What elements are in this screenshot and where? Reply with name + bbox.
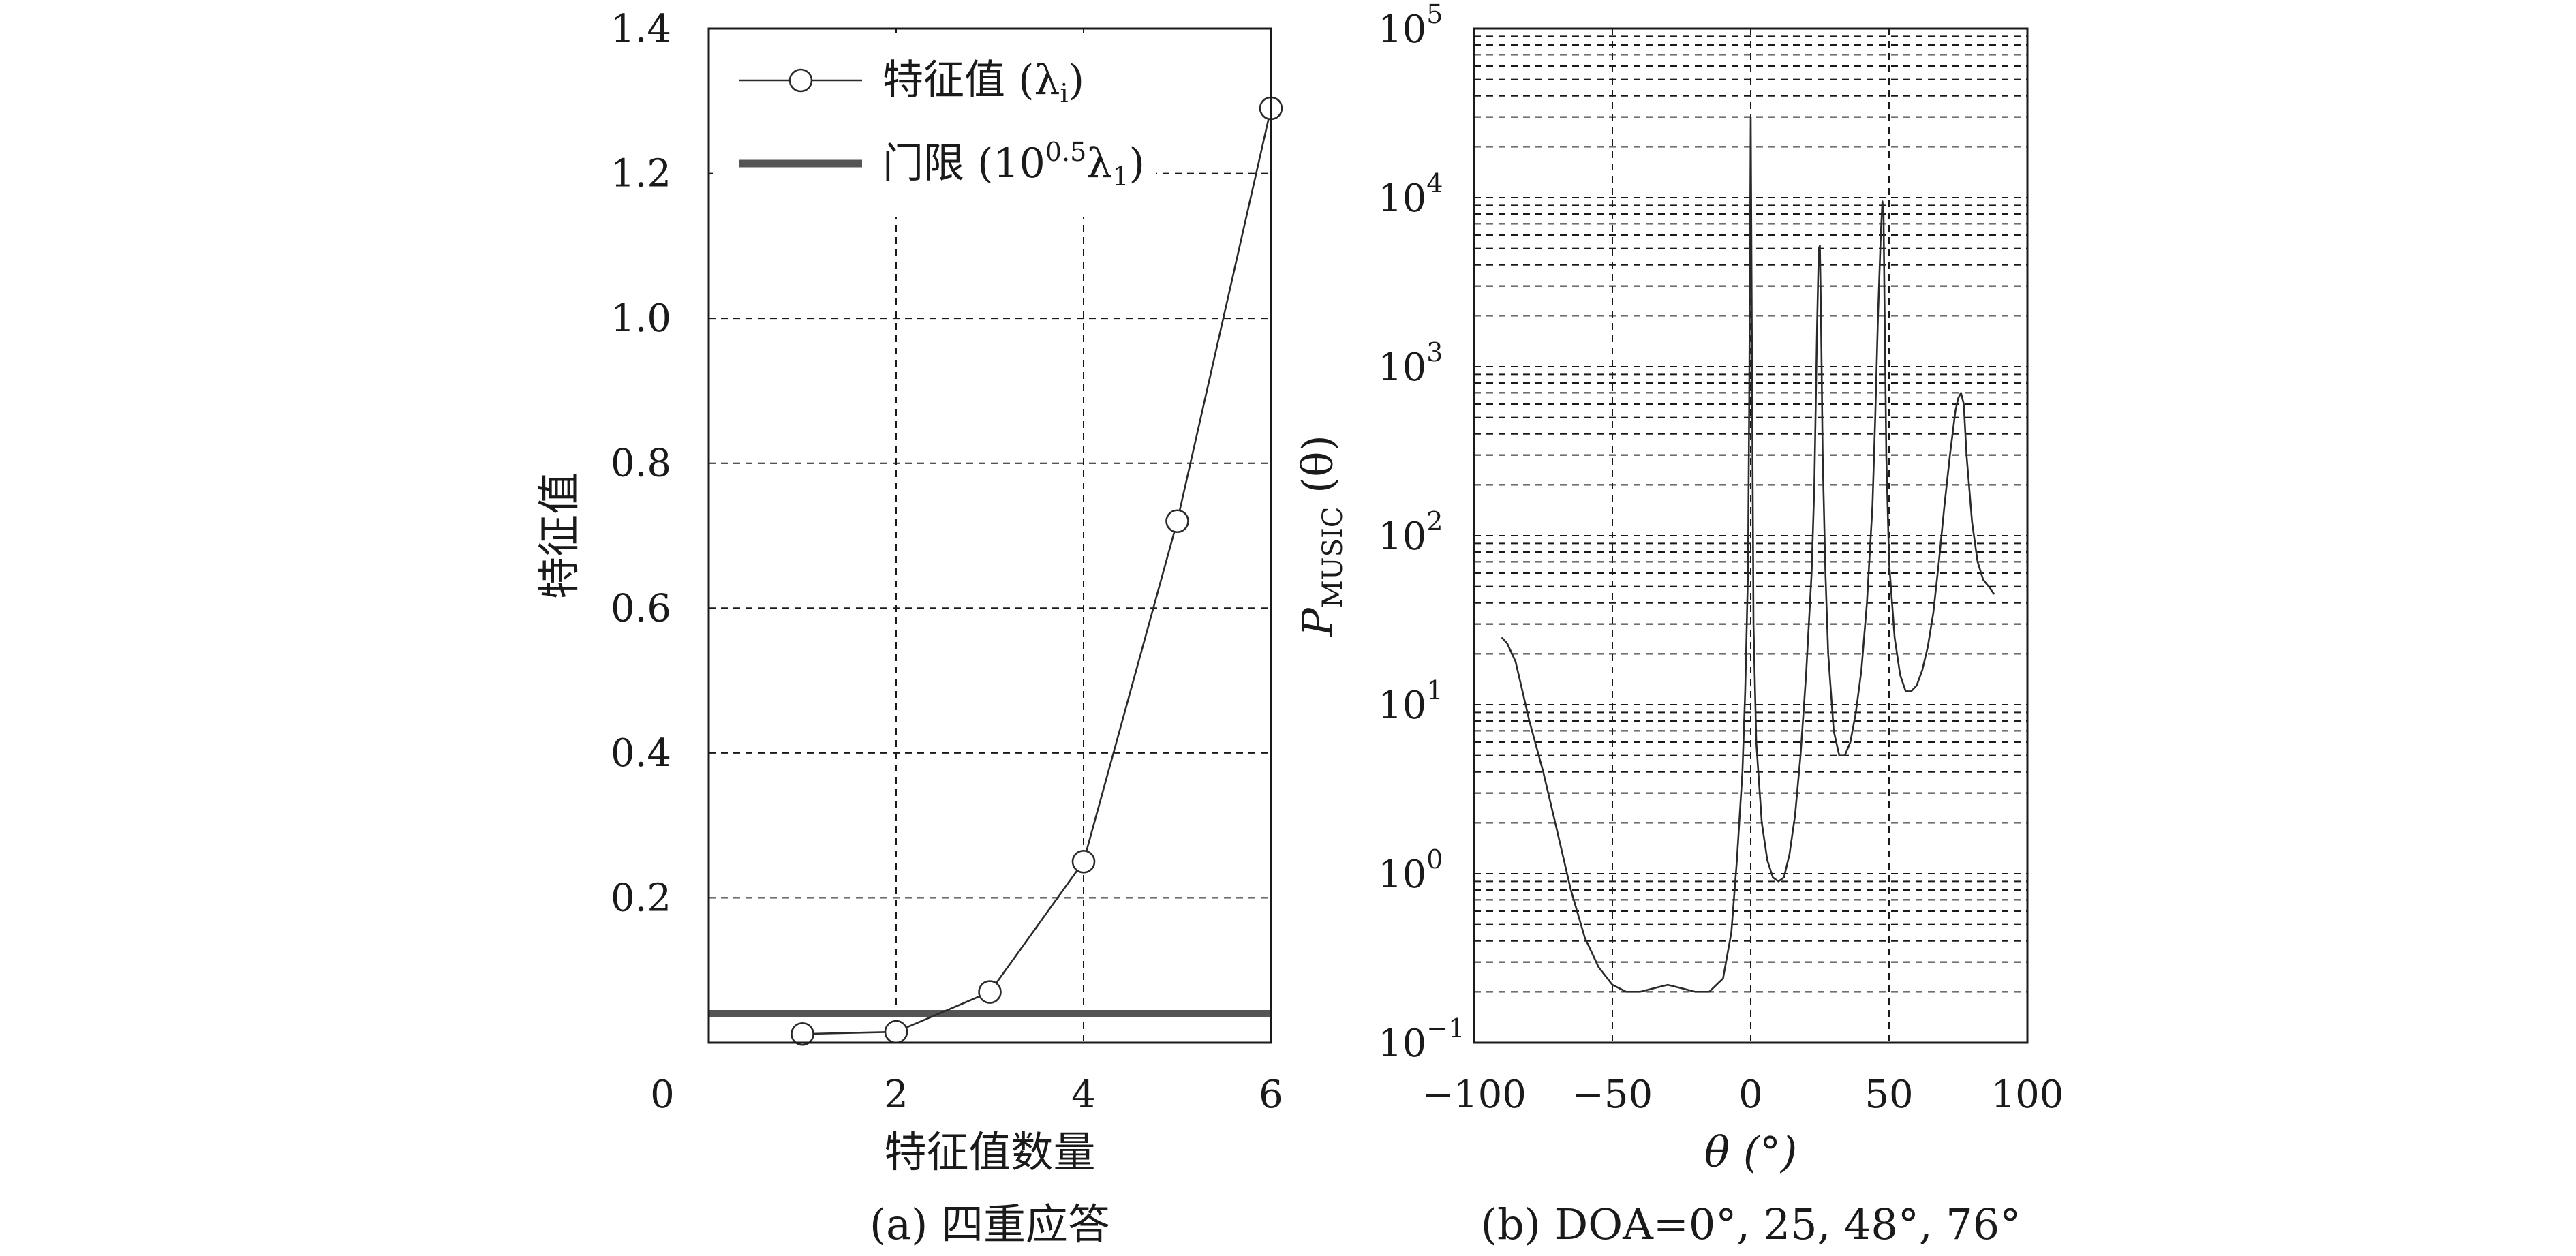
legend-text-middle: λ xyxy=(1086,140,1112,187)
tick-exponent: 2 xyxy=(1426,506,1443,536)
panel-b-x-tick-label: 0 xyxy=(1738,1073,1763,1117)
panel-a-eigenvalue-line xyxy=(802,108,1272,1035)
panel-a-eigenvalue-marker xyxy=(1165,509,1189,534)
panel-b-x-tick-labels: −100 −50 0 50 100 xyxy=(1422,1073,2064,1117)
panel-a-legend-background xyxy=(713,33,1156,217)
panel-a-legend-label-threshold: 门限 (100.5λ1) xyxy=(883,137,1145,192)
panel-a-y-tick-label: 1.2 xyxy=(611,152,671,196)
panel-b-y-tick-label: 10−1 xyxy=(1378,1013,1465,1066)
panel-a-y-tick-label: 0.4 xyxy=(611,731,671,776)
ylabel-main: P xyxy=(1293,607,1343,637)
panel-a-y-tick-labels: 0.2 0.4 0.6 0.8 1.0 1.2 1.4 xyxy=(611,7,671,920)
panel-a-y-tick-label: 0.6 xyxy=(611,586,671,630)
panel-b-x-tick-label: −100 xyxy=(1422,1073,1527,1117)
tick-base: 10 xyxy=(1378,7,1426,52)
tick-base: 10 xyxy=(1378,346,1426,390)
panel-a-y-tick-label: 1.4 xyxy=(611,7,671,51)
tick-base: 10 xyxy=(1378,515,1426,559)
panel-b-x-tick-label: 100 xyxy=(1991,1073,2064,1117)
legend-text-tail: ) xyxy=(1069,57,1084,104)
tick-exponent: 4 xyxy=(1426,168,1443,198)
panel-b-y-tick-label: 103 xyxy=(1378,337,1443,390)
legend-text-superscript: 0.5 xyxy=(1045,137,1086,167)
ylabel-tail: (θ) xyxy=(1293,435,1343,506)
panel-b-x-tick-label: −50 xyxy=(1572,1073,1653,1117)
panel-a-legend-label-eigenvalue: 特征值 (λi) xyxy=(883,57,1084,108)
panel-b-y-axis-label: PMUSIC (θ) xyxy=(1293,435,1349,637)
panel-a-legend: 特征值 (λi)门限 (100.5λ1) xyxy=(739,57,1145,192)
panel-a-x-tick-label: 2 xyxy=(884,1073,908,1117)
panel-a-axes-frame xyxy=(707,27,1272,1044)
panel-b-x-axis-label: θ (°) xyxy=(1704,1127,1797,1177)
panel-a-grid xyxy=(709,29,1271,1043)
panel-a-eigenvalue-marker xyxy=(791,1022,814,1046)
panel-b-y-tick-label: 100 xyxy=(1378,844,1443,897)
panel-b-spectrum-series xyxy=(1501,116,1995,993)
tick-base: 10 xyxy=(1378,1022,1426,1066)
panel-a-legend-marker-eigenvalue xyxy=(788,68,813,93)
tick-exponent: 3 xyxy=(1426,337,1443,367)
panel-b-y-tick-label: 101 xyxy=(1378,675,1443,728)
legend-text-main: 特征值 (λ xyxy=(883,57,1060,104)
panel-b-y-tick-label: 105 xyxy=(1378,0,1443,52)
panel-a-eigenvalue-marker xyxy=(1071,849,1096,874)
tick-exponent: −1 xyxy=(1426,1013,1465,1043)
tick-exponent: 1 xyxy=(1426,675,1443,705)
legend-text-subscript: i xyxy=(1060,78,1069,108)
ylabel-subscript: MUSIC xyxy=(1317,507,1349,608)
panel-b-spectrum-line xyxy=(1501,116,1995,993)
panel-b-y-tick-label: 104 xyxy=(1378,168,1443,221)
panel-a-y-tick-label: 1.0 xyxy=(611,296,671,341)
panel-b-caption: (b) DOA=0°, 25, 48°, 76° xyxy=(1481,1199,2021,1249)
panel-a-x-tick-label: 4 xyxy=(1071,1073,1096,1117)
tick-exponent: 5 xyxy=(1426,0,1443,29)
panel-b-y-tick-label: 102 xyxy=(1378,506,1443,559)
panel-a-y-tick-label: 0.8 xyxy=(611,442,671,486)
panel-a-eigenvalue-marker xyxy=(884,1020,908,1044)
panel-a-caption: (a) 四重应答 xyxy=(870,1199,1110,1249)
panel-a-y-axis-label: 特征值 xyxy=(534,472,584,599)
legend-text-main: 门限 (10 xyxy=(883,140,1045,187)
panel-b-axes-frame xyxy=(1473,27,2029,1044)
panel-a-x-tick-label: 0 xyxy=(650,1073,675,1117)
panel-b-x-tick-label: 50 xyxy=(1865,1073,1913,1117)
legend-text-subscript: 1 xyxy=(1112,162,1129,192)
legend-text-tail: ) xyxy=(1129,140,1144,187)
panel-a-x-axis-label: 特征值数量 xyxy=(884,1127,1095,1177)
tick-base: 10 xyxy=(1378,853,1426,897)
panel-a-eigenvalue-marker xyxy=(978,980,1002,1004)
panel-a-eigenvalue-series xyxy=(791,96,1283,1046)
panel-a-x-tick-label: 6 xyxy=(1259,1073,1283,1117)
tick-base: 10 xyxy=(1378,684,1426,728)
panel-a-x-tick-labels: 0 2 4 6 xyxy=(650,1073,1283,1117)
panel-a-y-tick-label: 0.2 xyxy=(611,876,671,920)
tick-base: 10 xyxy=(1378,177,1426,221)
tick-exponent: 0 xyxy=(1426,844,1443,874)
